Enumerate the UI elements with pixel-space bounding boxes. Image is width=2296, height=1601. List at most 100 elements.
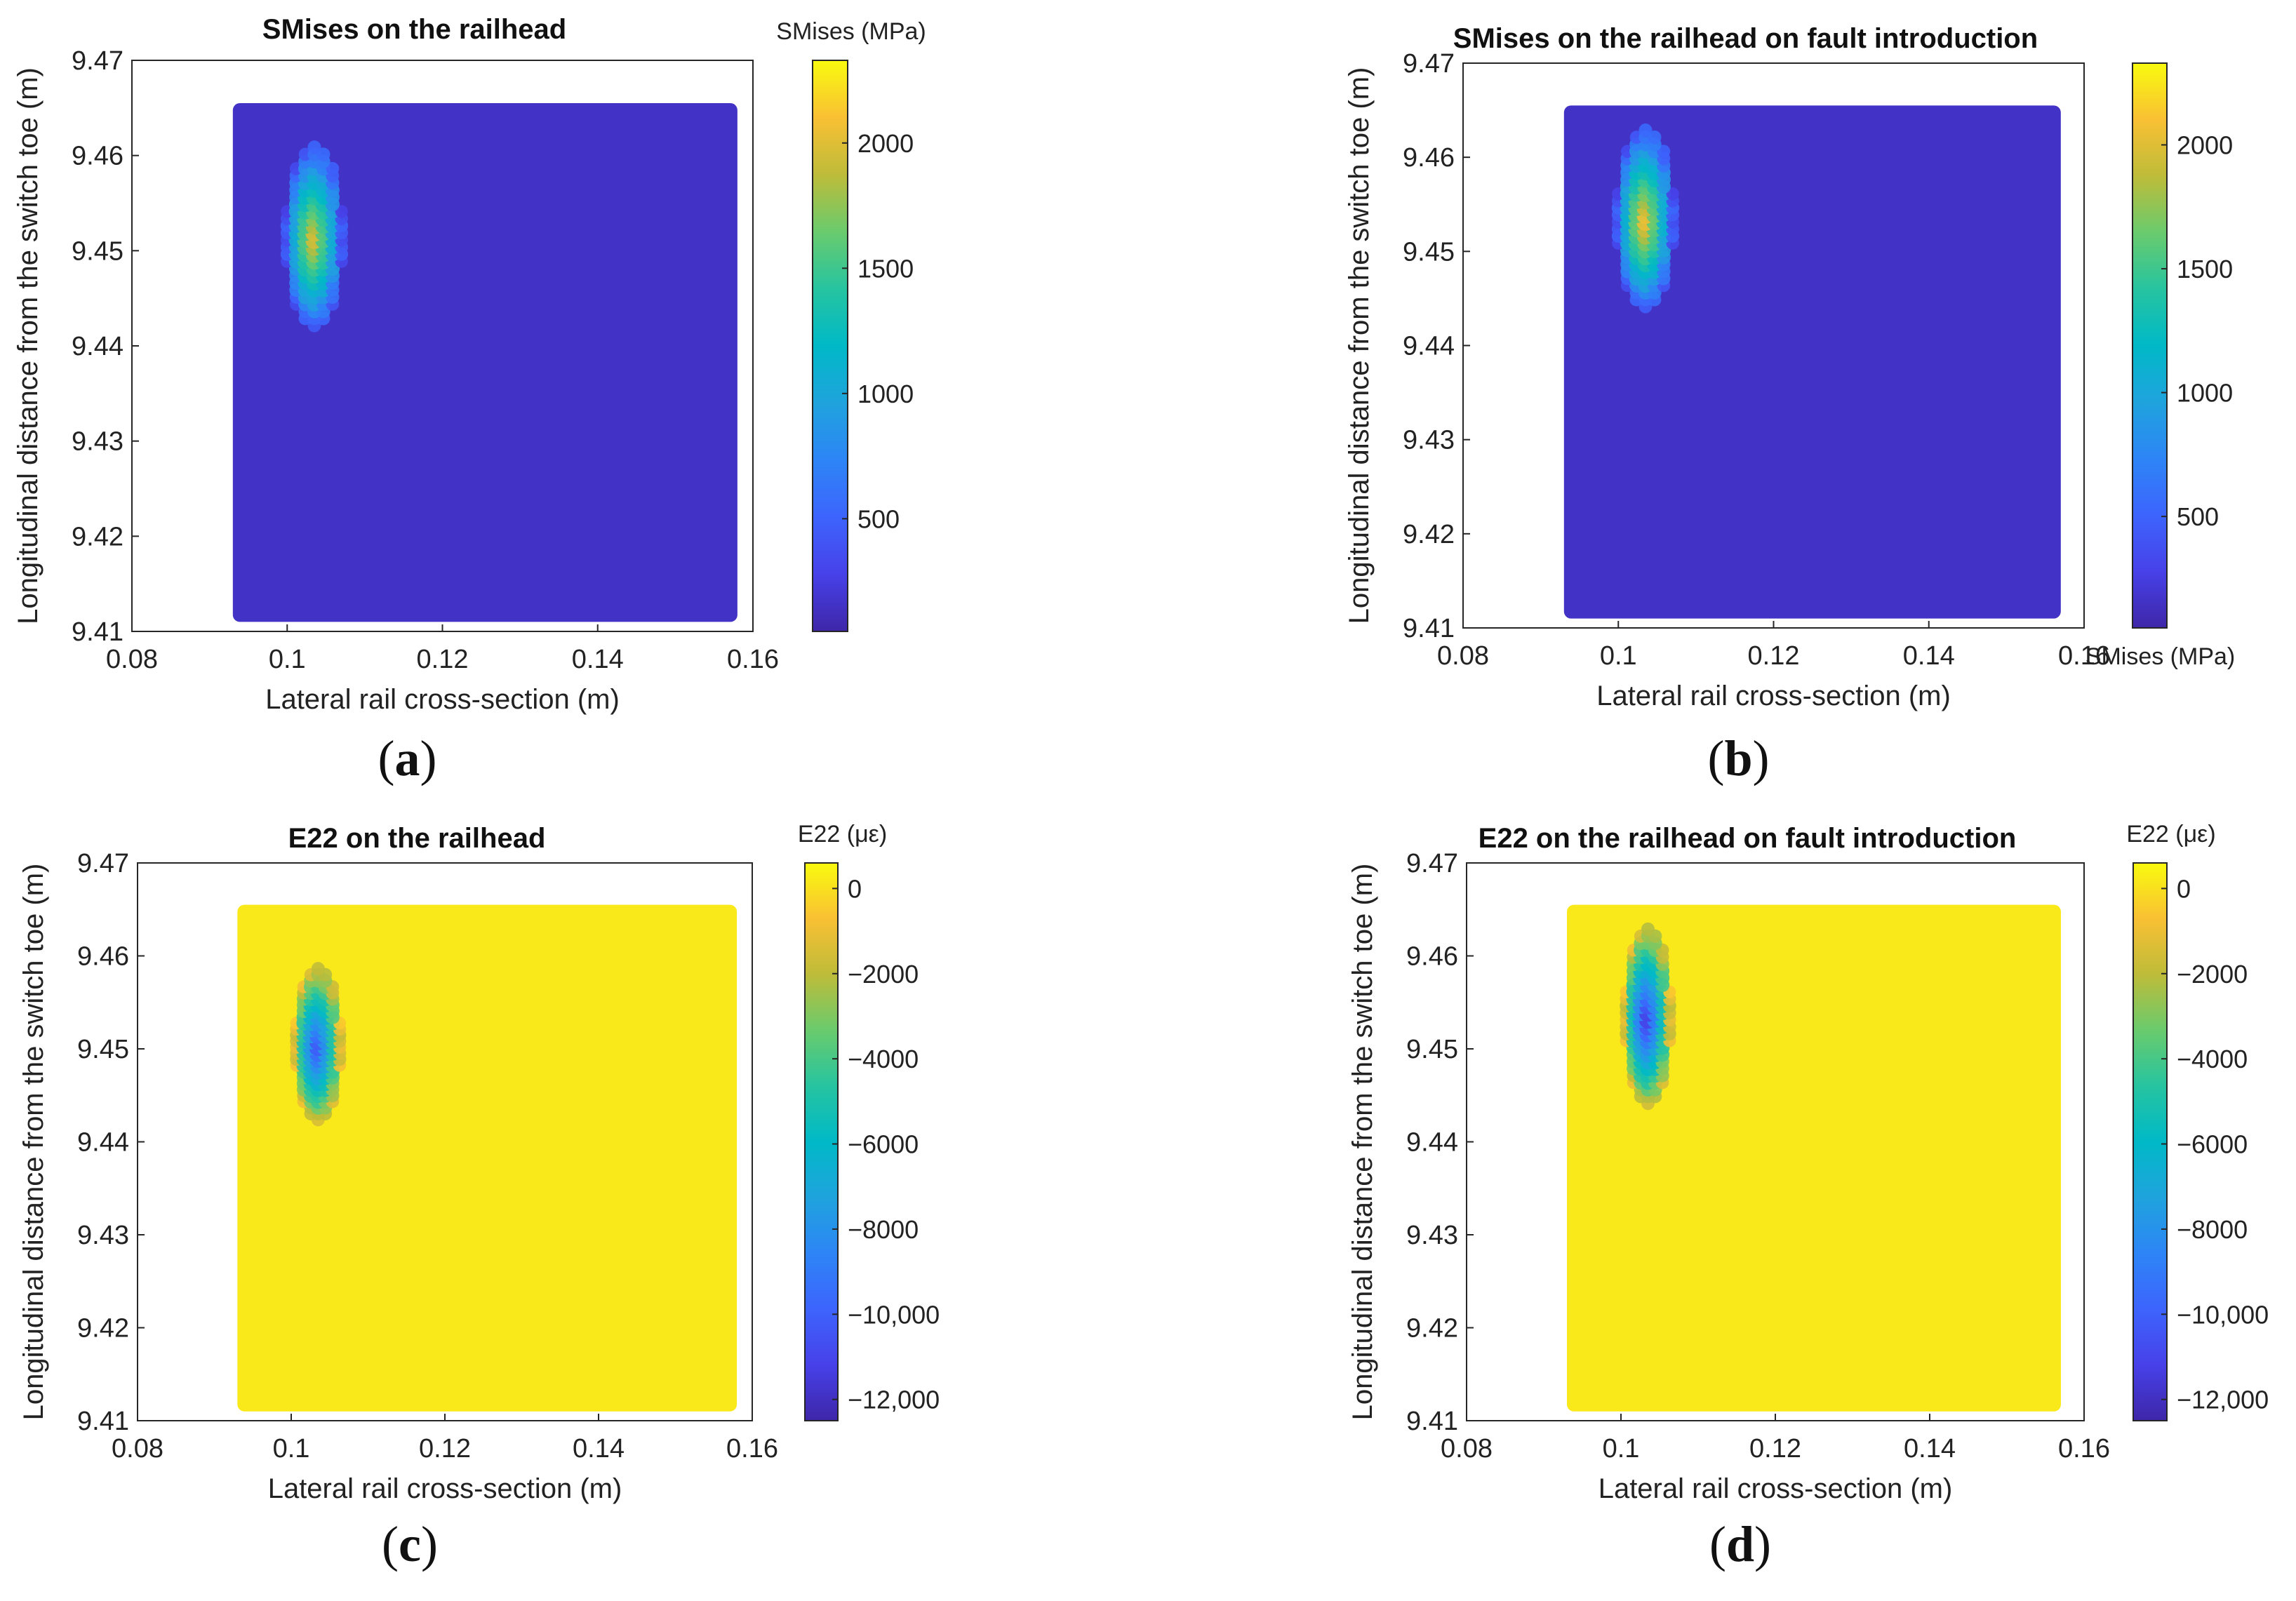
scatter-point: [1638, 123, 1653, 138]
colorbar-tick-label: −6000: [848, 1130, 919, 1159]
y-tick-label: 9.47: [72, 46, 124, 76]
y-tick-label: 9.42: [77, 1314, 129, 1344]
y-tick-label: 9.45: [77, 1035, 129, 1064]
scatter-field: [1563, 105, 2061, 619]
x-tick-label: 0.08: [1441, 1434, 1493, 1463]
y-tick-label: 9.41: [77, 1407, 129, 1436]
colorbar-tick-label: 2000: [857, 129, 914, 158]
colorbar-label: E22 (με): [798, 821, 887, 848]
x-axis-label: Lateral rail cross-section (m): [1596, 681, 1951, 711]
y-tick-label: 9.42: [1403, 520, 1455, 549]
chart-title: E22 on the railhead: [288, 823, 546, 854]
y-axis-label: Longitudinal distance from the switch to…: [18, 864, 49, 1421]
scatter-background: [1567, 904, 2061, 1412]
hotspot-points: [290, 962, 347, 1127]
chart-title: SMises on the railhead on fault introduc…: [1453, 23, 2038, 54]
y-tick-label: 9.47: [1406, 849, 1458, 878]
x-tick-label: 0.16: [726, 1434, 778, 1463]
colorbar-tick-label: 2000: [2177, 131, 2233, 160]
colorbar-tick-label: 0: [2177, 874, 2191, 903]
y-tick-label: 9.43: [72, 427, 124, 457]
x-tick-label: 0.08: [106, 645, 158, 674]
panel-label: (c): [382, 1516, 438, 1572]
colorbar-tick-label: −8000: [2177, 1215, 2248, 1244]
hotspot-points: [1620, 922, 1676, 1111]
chart-title: E22 on the railhead on fault introductio…: [1479, 823, 2017, 854]
x-axis-label: Lateral rail cross-section (m): [1598, 1473, 1953, 1504]
y-tick-label: 9.41: [1403, 614, 1455, 643]
x-tick-label: 0.14: [1903, 641, 1955, 671]
x-tick-label: 0.12: [1749, 1434, 1801, 1463]
y-tick-label: 9.43: [1406, 1221, 1458, 1250]
scatter-field: [1567, 904, 2061, 1412]
y-tick-label: 9.46: [1403, 143, 1455, 173]
panel-label: (d): [1709, 1516, 1771, 1572]
colorbar-tick-label: −10,000: [848, 1300, 940, 1329]
y-tick-label: 9.44: [1403, 332, 1455, 361]
scatter-point: [307, 140, 321, 154]
colorbar-tick-label: −12,000: [848, 1386, 940, 1414]
scatter-background: [1563, 105, 2061, 619]
y-axis-label: Longitudinal distance from the switch to…: [13, 67, 44, 624]
y-tick-label: 9.45: [72, 236, 124, 266]
colorbar-label: SMises (MPa): [2085, 643, 2235, 670]
colorbar-label: E22 (με): [2126, 821, 2215, 848]
colorbar-label: SMises (MPa): [776, 18, 926, 45]
scatter-point: [316, 147, 331, 161]
x-axis-label: Lateral rail cross-section (m): [265, 684, 620, 715]
chart-title: SMises on the railhead: [262, 14, 566, 45]
x-tick-label: 0.16: [2058, 641, 2110, 671]
colorbar: [2132, 62, 2168, 629]
colorbar-tick-label: −4000: [848, 1045, 919, 1073]
x-tick-label: 0.14: [572, 645, 624, 674]
x-tick-label: 0.12: [417, 645, 469, 674]
x-tick-label: 0.1: [1600, 641, 1637, 671]
colorbar-tick-label: 500: [857, 504, 900, 533]
hotspot-points: [280, 140, 349, 333]
x-tick-label: 0.16: [727, 645, 779, 674]
y-tick-label: 9.45: [1403, 237, 1455, 267]
y-tick-label: 9.43: [77, 1221, 129, 1250]
colorbar-tick-label: −10,000: [2177, 1300, 2269, 1329]
x-tick-label: 0.12: [1748, 641, 1800, 671]
y-tick-label: 9.44: [72, 332, 124, 361]
y-axis-label: Longitudinal distance from the switch to…: [1344, 67, 1375, 624]
panel-c: 0.08 0.1 0.12 0.14 0.16 9.41 9.42 9.43 9.44 9.45 9…: [18, 821, 940, 1572]
panel-a: 0.08 0.1 0.12 0.14 0.16 9.41 9.42 9.43 9.44 9.45 9…: [13, 14, 926, 786]
x-tick-label: 0.1: [1603, 1434, 1640, 1463]
colorbar-tick-label: 0: [848, 874, 862, 903]
x-tick-label: 0.1: [273, 1434, 310, 1463]
x-axis-label: Lateral rail cross-section (m): [268, 1473, 622, 1504]
x-tick-label: 0.14: [573, 1434, 625, 1463]
colorbar: [812, 60, 848, 632]
colorbar-tick-label: 1500: [2177, 255, 2233, 283]
scatter-point: [1648, 130, 1662, 145]
y-tick-label: 9.42: [72, 522, 124, 551]
colorbar-tick-label: −6000: [2177, 1130, 2248, 1159]
y-tick-label: 9.41: [1406, 1407, 1458, 1436]
scatter-background: [237, 904, 737, 1412]
colorbar-tick-label: −4000: [2177, 1045, 2248, 1073]
panel-label: (b): [1707, 730, 1769, 786]
y-tick-label: 9.44: [77, 1128, 129, 1158]
panel-d: 0.08 0.1 0.12 0.14 0.16 9.41 9.42 9.43 9.44 9.45 9…: [1347, 821, 2269, 1572]
panel-label: (a): [378, 730, 437, 786]
scatter-point: [311, 962, 325, 976]
colorbar-tick-label: 1500: [857, 254, 914, 283]
y-tick-label: 9.42: [1406, 1314, 1458, 1344]
x-tick-label: 0.12: [419, 1434, 471, 1463]
scatter-field: [237, 904, 737, 1412]
x-tick-label: 0.08: [1437, 641, 1489, 671]
y-tick-label: 9.45: [1406, 1035, 1458, 1064]
x-tick-label: 0.08: [112, 1434, 163, 1463]
x-tick-label: 0.14: [1904, 1434, 1956, 1463]
x-tick-label: 0.1: [269, 645, 306, 674]
scatter-point: [326, 161, 340, 175]
x-tick-label: 0.16: [2058, 1434, 2110, 1463]
colorbar-tick-label: 500: [2177, 502, 2219, 531]
colorbar-tick-label: 1000: [2177, 379, 2233, 408]
y-tick-label: 9.47: [77, 849, 129, 878]
colorbar-tick-label: −2000: [2177, 960, 2248, 989]
colorbar: [2133, 862, 2168, 1421]
